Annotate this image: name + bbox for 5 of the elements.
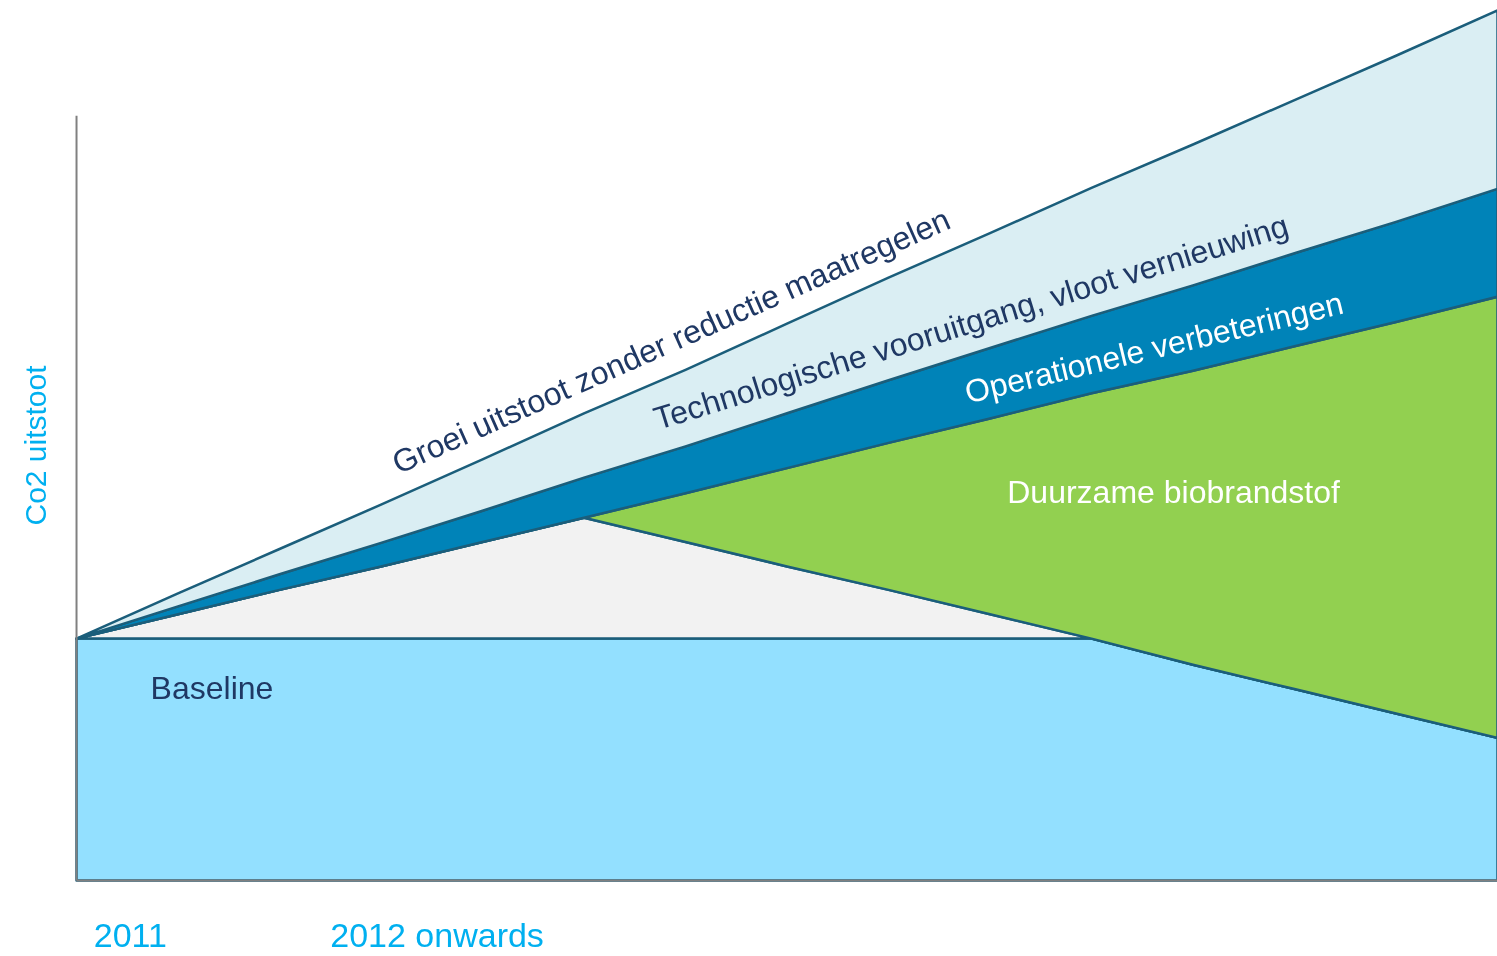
y-axis-title: Co2 uitstoot xyxy=(19,364,53,526)
series-label: Baseline xyxy=(150,670,274,707)
text: 2012 onwards xyxy=(330,916,544,955)
text: 2011 xyxy=(93,915,167,954)
series-label: Duurzame biobrandstof xyxy=(1007,474,1340,511)
